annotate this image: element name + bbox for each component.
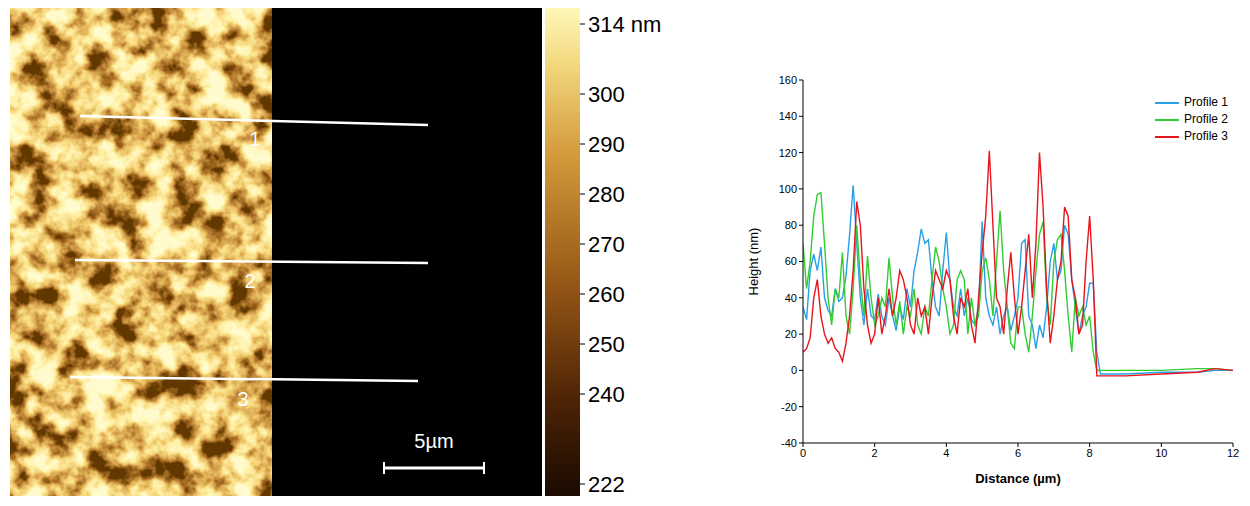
svg-text:240: 240 — [588, 382, 625, 407]
svg-text:-40: -40 — [781, 437, 797, 449]
svg-text:4: 4 — [943, 447, 949, 459]
svg-text:80: 80 — [785, 219, 797, 231]
svg-text:Distance (µm): Distance (µm) — [975, 471, 1061, 486]
svg-text:2: 2 — [872, 447, 878, 459]
svg-text:1: 1 — [249, 128, 260, 150]
svg-text:12: 12 — [1227, 447, 1239, 459]
svg-text:2: 2 — [244, 270, 255, 292]
svg-text:260: 260 — [588, 282, 625, 307]
svg-text:222: 222 — [588, 472, 625, 497]
svg-text:8: 8 — [1087, 447, 1093, 459]
svg-text:140: 140 — [779, 110, 797, 122]
html-text:Profile 3: Profile 3 — [1184, 129, 1228, 143]
svg-text:0: 0 — [800, 447, 806, 459]
svg-text:314 nm: 314 nm — [588, 12, 661, 37]
svg-text:10: 10 — [1155, 447, 1167, 459]
svg-text:3: 3 — [237, 388, 248, 410]
svg-text:100: 100 — [779, 183, 797, 195]
svg-text:270: 270 — [588, 232, 625, 257]
svg-text:20: 20 — [785, 328, 797, 340]
svg-text:0: 0 — [791, 364, 797, 376]
svg-text:160: 160 — [779, 74, 797, 86]
svg-text:Height (nm): Height (nm) — [746, 228, 761, 296]
html-text:Profile 2: Profile 2 — [1184, 112, 1228, 126]
html-text:Profile 1: Profile 1 — [1184, 95, 1228, 109]
svg-text:300: 300 — [588, 82, 625, 107]
svg-text:280: 280 — [588, 182, 625, 207]
svg-text:290: 290 — [588, 132, 625, 157]
svg-text:40: 40 — [785, 292, 797, 304]
svg-text:120: 120 — [779, 147, 797, 159]
svg-text:5µm: 5µm — [414, 430, 453, 452]
svg-text:250: 250 — [588, 332, 625, 357]
svg-text:6: 6 — [1015, 447, 1021, 459]
svg-text:-20: -20 — [781, 401, 797, 413]
svg-text:60: 60 — [785, 255, 797, 267]
